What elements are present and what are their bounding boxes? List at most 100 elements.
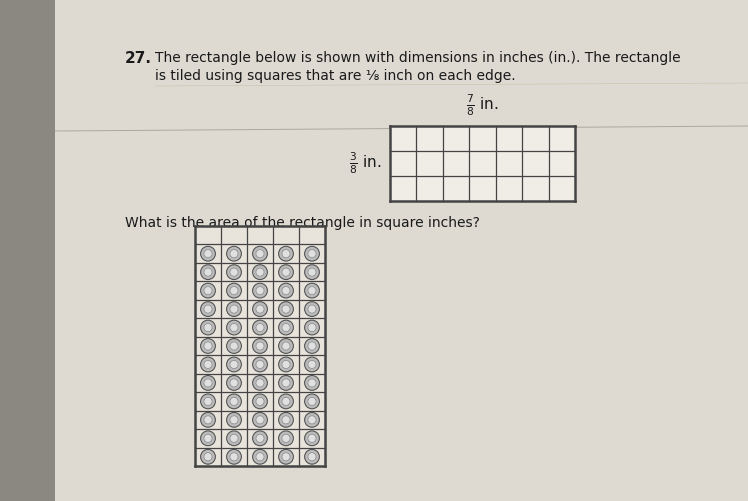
- Circle shape: [204, 268, 212, 276]
- Circle shape: [278, 302, 293, 317]
- Circle shape: [308, 287, 316, 295]
- Bar: [195, 226, 325, 466]
- Circle shape: [278, 357, 293, 372]
- Circle shape: [253, 431, 267, 446]
- Circle shape: [227, 449, 242, 464]
- Circle shape: [200, 246, 215, 261]
- Circle shape: [304, 394, 319, 409]
- Circle shape: [256, 434, 264, 442]
- Circle shape: [200, 376, 215, 390]
- Text: 27.: 27.: [125, 51, 152, 66]
- Circle shape: [204, 434, 212, 442]
- Circle shape: [278, 412, 293, 427]
- Circle shape: [230, 379, 238, 387]
- Circle shape: [200, 412, 215, 427]
- Circle shape: [227, 431, 242, 446]
- Circle shape: [227, 302, 242, 317]
- Circle shape: [282, 379, 290, 387]
- Circle shape: [256, 249, 264, 258]
- Circle shape: [282, 305, 290, 313]
- Circle shape: [227, 394, 242, 409]
- Circle shape: [253, 283, 267, 298]
- Circle shape: [256, 453, 264, 461]
- Circle shape: [253, 320, 267, 335]
- Bar: [390, 126, 575, 201]
- Circle shape: [253, 394, 267, 409]
- Circle shape: [304, 302, 319, 317]
- Circle shape: [253, 302, 267, 317]
- Circle shape: [256, 287, 264, 295]
- Circle shape: [230, 434, 238, 442]
- Circle shape: [204, 379, 212, 387]
- Polygon shape: [0, 0, 55, 501]
- Circle shape: [204, 360, 212, 369]
- Circle shape: [230, 397, 238, 405]
- Circle shape: [304, 246, 319, 261]
- Circle shape: [227, 357, 242, 372]
- Text: What is the area of the rectangle in square inches?: What is the area of the rectangle in squ…: [125, 216, 480, 230]
- Circle shape: [304, 412, 319, 427]
- Circle shape: [227, 246, 242, 261]
- Circle shape: [230, 249, 238, 258]
- Circle shape: [308, 379, 316, 387]
- Circle shape: [200, 449, 215, 464]
- Circle shape: [308, 397, 316, 405]
- Circle shape: [282, 287, 290, 295]
- Circle shape: [278, 449, 293, 464]
- Circle shape: [256, 342, 264, 350]
- Circle shape: [282, 360, 290, 369]
- Circle shape: [230, 416, 238, 424]
- Circle shape: [304, 376, 319, 390]
- Circle shape: [282, 268, 290, 276]
- Circle shape: [282, 416, 290, 424]
- Circle shape: [204, 249, 212, 258]
- Circle shape: [278, 431, 293, 446]
- Circle shape: [204, 416, 212, 424]
- Circle shape: [200, 320, 215, 335]
- Circle shape: [308, 434, 316, 442]
- Circle shape: [304, 431, 319, 446]
- Circle shape: [256, 360, 264, 369]
- Circle shape: [304, 320, 319, 335]
- Circle shape: [282, 324, 290, 332]
- Circle shape: [253, 339, 267, 353]
- Circle shape: [230, 324, 238, 332]
- Circle shape: [304, 265, 319, 280]
- Circle shape: [308, 453, 316, 461]
- Circle shape: [282, 342, 290, 350]
- Circle shape: [204, 287, 212, 295]
- Circle shape: [308, 305, 316, 313]
- Circle shape: [200, 339, 215, 353]
- Circle shape: [304, 357, 319, 372]
- Circle shape: [204, 324, 212, 332]
- Circle shape: [253, 449, 267, 464]
- Circle shape: [256, 379, 264, 387]
- Circle shape: [200, 265, 215, 280]
- Circle shape: [253, 357, 267, 372]
- Text: $\frac{3}{8}$ in.: $\frac{3}{8}$ in.: [349, 151, 382, 176]
- Circle shape: [256, 305, 264, 313]
- Circle shape: [308, 342, 316, 350]
- Circle shape: [200, 431, 215, 446]
- Circle shape: [230, 360, 238, 369]
- Text: is tiled using squares that are ⅛ inch on each edge.: is tiled using squares that are ⅛ inch o…: [155, 69, 515, 83]
- Circle shape: [256, 268, 264, 276]
- Circle shape: [256, 324, 264, 332]
- Circle shape: [253, 265, 267, 280]
- Circle shape: [282, 434, 290, 442]
- Circle shape: [308, 416, 316, 424]
- Circle shape: [304, 339, 319, 353]
- Circle shape: [200, 283, 215, 298]
- Circle shape: [227, 412, 242, 427]
- Text: The rectangle below is shown with dimensions in inches (in.). The rectangle: The rectangle below is shown with dimens…: [155, 51, 681, 65]
- Circle shape: [200, 302, 215, 317]
- Circle shape: [278, 246, 293, 261]
- Circle shape: [304, 449, 319, 464]
- Circle shape: [227, 339, 242, 353]
- Circle shape: [230, 268, 238, 276]
- Circle shape: [282, 453, 290, 461]
- Circle shape: [308, 324, 316, 332]
- Circle shape: [204, 397, 212, 405]
- Circle shape: [204, 305, 212, 313]
- Circle shape: [278, 283, 293, 298]
